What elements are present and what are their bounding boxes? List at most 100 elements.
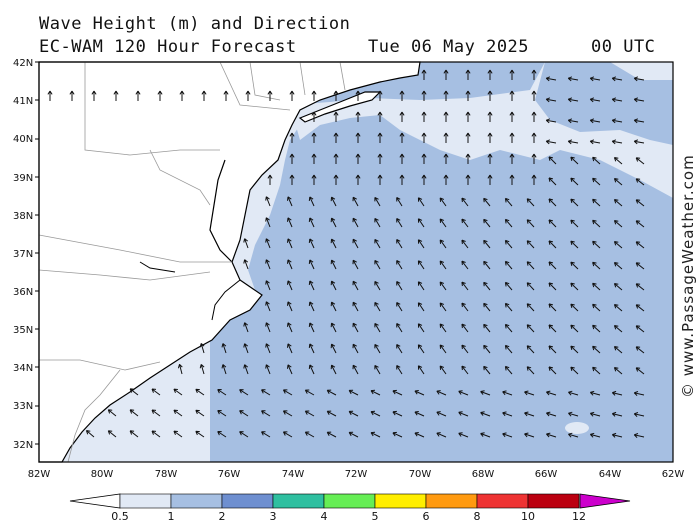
wave-arrow [333,90,339,101]
wave-arrow [436,411,447,417]
wave-arrow [311,90,317,101]
wave-arrow [589,76,601,82]
colorbar-cells [119,493,580,509]
wave-arrow [374,301,381,312]
map-frame [38,61,674,463]
wave-arrow [443,174,449,185]
wave-arrow [243,343,249,354]
wave-arrow [570,261,579,270]
wave-arrow [504,323,513,333]
wave-arrow [330,364,337,375]
wave-arrow [548,240,557,249]
wave-arrow [568,390,579,396]
wave-arrow [287,238,293,249]
wave-arrow [311,111,317,122]
wave-arrow [421,90,427,101]
wave-arrow [352,259,359,270]
wave-arrow [289,174,295,185]
lon-label: 68W [472,469,495,480]
wave-arrow [483,281,491,291]
wave-arrow [509,153,515,164]
wave-arrow [504,344,513,354]
wave-arrow [526,219,535,228]
wave-arrow [531,111,537,122]
light-wave-patch [565,422,589,434]
wave-arrow [504,218,513,228]
wave-arrow [421,111,427,122]
wave-arrow [567,139,579,145]
colorbar-cell [221,493,274,509]
forecast-time: 00 UTC [591,37,656,57]
wave-arrow [245,90,251,101]
wave-arrow [377,153,383,164]
wave-arrow [396,281,403,291]
wave-arrow [374,364,381,375]
wave-arrow [592,261,601,270]
wave-arrow [633,97,645,103]
wave-arrow [195,430,205,438]
wave-arrow [504,260,513,270]
wave-arrow [592,240,601,249]
wave-arrow [592,177,601,186]
wave-arrow [311,153,317,164]
wave-arrow [461,197,469,207]
wave-arrow [483,365,491,375]
wave-arrow [179,90,185,101]
wave-arrow [611,390,623,396]
wave-arrow [243,259,249,270]
wave-arrow [135,90,141,101]
wave-arrow [308,217,315,228]
wave-arrow [374,238,381,249]
wave-arrow [439,260,447,270]
wave-arrow [333,153,339,164]
wave-arrow [546,432,557,438]
wave-arrow [635,346,645,354]
colorbar-label: 4 [321,510,328,523]
wave-arrow [443,111,449,122]
wave-arrow [287,343,293,354]
wave-arrow [421,69,427,80]
wave-arrow [635,199,645,207]
wave-arrow [151,388,161,396]
wave-arrow [611,411,623,417]
wave-arrow [201,90,207,101]
wave-arrow [480,390,491,396]
wave-arrow [221,364,227,375]
wave-arrow [355,90,361,101]
wave-arrow [548,156,557,165]
colorbar-cell [119,493,172,509]
wave-arrow [287,364,293,375]
wave-arrow [592,219,601,228]
lat-ticks [35,61,39,445]
wave-arrow [374,280,381,291]
wave-arrow [326,389,337,396]
wave-arrow [483,218,491,228]
wave-arrow [635,262,645,270]
pamlico-sound [211,279,241,321]
wave-arrow [567,76,579,82]
wave-arrow [417,323,425,333]
wave-arrow [417,260,425,270]
wave-arrow [421,132,427,143]
wave-arrow [570,177,579,186]
wave-arrow [417,197,425,207]
wave-arrow [548,366,557,375]
wave-arrow [392,431,403,438]
wave-arrow [326,431,337,438]
wave-arrow [282,410,293,417]
wave-arrow [545,76,557,82]
wave-arrow [465,69,471,80]
colorbar-cell [170,493,223,509]
model-label: EC-WAM 120 Hour Forecast [39,37,297,57]
wave-arrow [633,433,645,438]
wave-arrow [487,69,493,80]
colorbar-label: 0.5 [111,510,129,523]
wave-arrow [173,430,183,438]
wave-arrow [439,344,447,354]
lon-label: 62W [662,469,685,480]
colorbar: 0.5 1 2 3 4 5 6 8 10 12 [69,493,631,523]
wave-arrow [289,132,295,143]
wave-arrow [195,388,205,396]
wave-arrow [221,343,227,354]
wave-arrow [613,367,623,375]
